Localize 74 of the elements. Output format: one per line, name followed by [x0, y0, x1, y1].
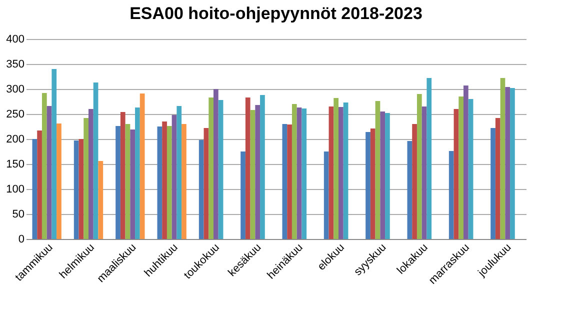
bar	[422, 106, 427, 239]
bar	[157, 126, 162, 239]
bar	[46, 106, 52, 239]
bar	[78, 139, 84, 239]
bar	[130, 130, 136, 239]
bar	[287, 124, 292, 239]
bar	[292, 104, 297, 239]
y-tick-label: 100	[6, 184, 24, 196]
bar	[302, 108, 307, 239]
y-tick-label: 150	[6, 158, 24, 170]
bar	[32, 139, 38, 239]
y-tick-label: 250	[6, 108, 24, 120]
bar	[468, 99, 474, 239]
bar	[176, 106, 182, 239]
bar	[505, 87, 510, 239]
bar	[260, 95, 265, 239]
bar	[328, 106, 334, 239]
bar	[282, 124, 288, 239]
bar	[42, 93, 47, 239]
bar	[375, 101, 380, 239]
bar	[52, 69, 57, 239]
bar	[88, 109, 94, 239]
bar	[84, 118, 88, 239]
bar	[338, 107, 344, 239]
bar	[324, 152, 329, 239]
bar	[218, 100, 224, 239]
bar	[500, 78, 506, 239]
bar	[240, 152, 246, 239]
bar	[296, 108, 302, 239]
bar	[140, 94, 145, 239]
y-tick-label: 0	[18, 234, 24, 246]
bar	[245, 98, 250, 239]
bar	[454, 109, 459, 239]
bar	[416, 94, 422, 239]
bar	[366, 132, 370, 239]
y-tick-label: 200	[6, 134, 24, 146]
bar	[490, 128, 496, 239]
bar	[464, 86, 468, 239]
bar	[255, 105, 260, 239]
bar	[120, 112, 126, 239]
bar	[426, 78, 432, 239]
y-tick-label: 50	[12, 208, 24, 220]
bar	[182, 124, 186, 239]
bar	[250, 110, 256, 239]
bar	[74, 140, 79, 239]
bar	[334, 98, 338, 239]
bar	[37, 130, 42, 239]
bar	[370, 128, 376, 239]
chart-title: ESA00 hoito-ohjepyynnöt 2018-2023	[130, 4, 422, 23]
y-tick-label: 400	[6, 34, 24, 46]
bar	[380, 112, 386, 239]
bar	[495, 118, 500, 239]
bar	[385, 113, 390, 239]
bar	[214, 89, 218, 239]
y-tick-label: 300	[6, 84, 24, 96]
bar	[116, 126, 120, 239]
bar	[343, 102, 348, 239]
bar	[162, 122, 167, 239]
bar	[458, 96, 464, 239]
bar	[407, 141, 412, 239]
bar	[135, 108, 140, 239]
bar	[208, 98, 214, 239]
y-tick-label: 350	[6, 58, 24, 70]
bar	[448, 151, 454, 239]
bar	[172, 115, 177, 239]
bar	[56, 124, 62, 239]
bar	[510, 88, 515, 239]
bar	[98, 161, 104, 239]
bar	[125, 124, 130, 239]
bar	[166, 126, 172, 239]
bar	[412, 124, 417, 239]
bar	[204, 128, 209, 239]
bar	[93, 82, 98, 239]
bar	[198, 140, 204, 239]
